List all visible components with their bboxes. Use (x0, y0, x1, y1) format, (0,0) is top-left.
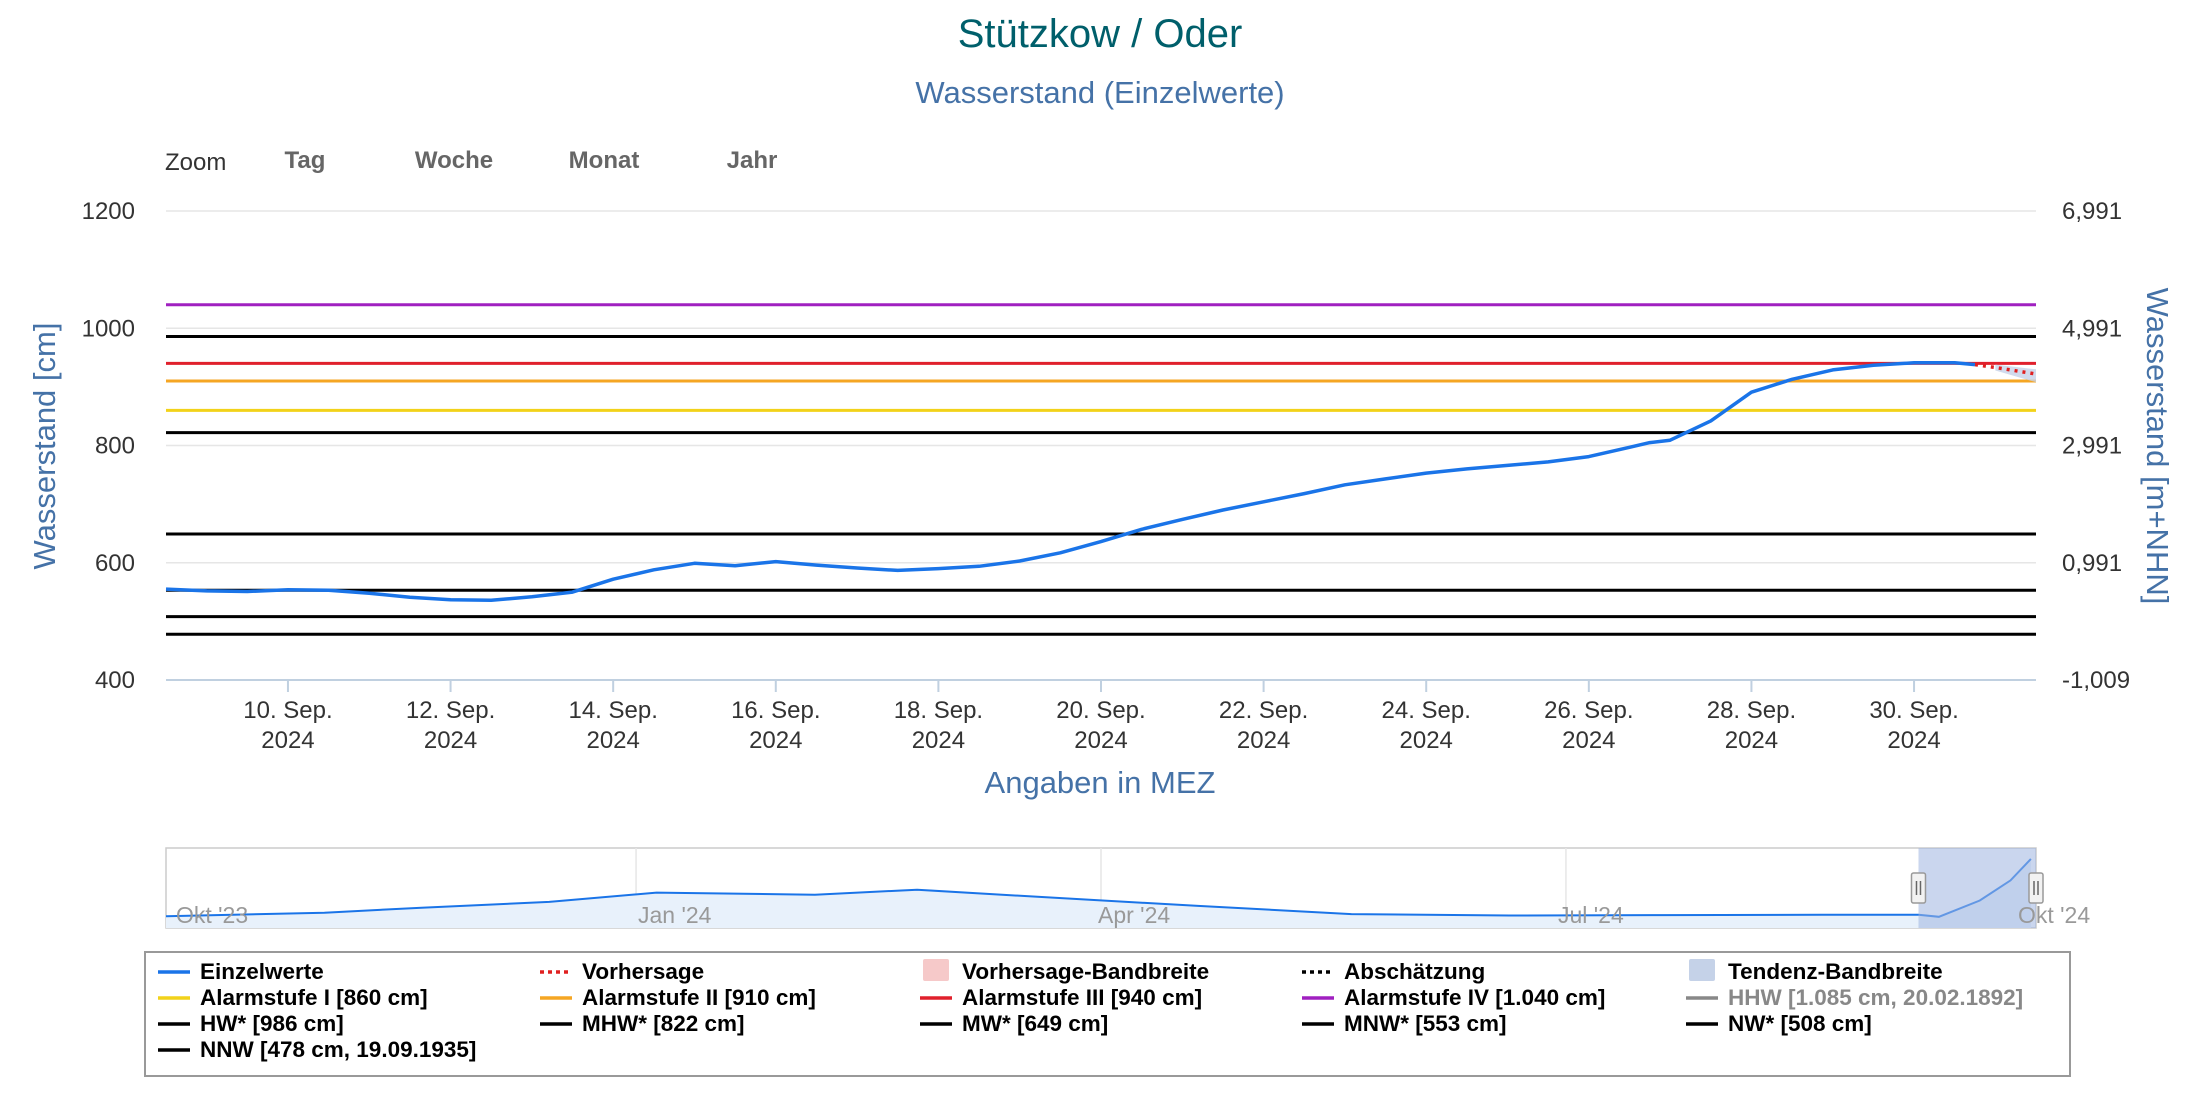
x-tick-label: 2024 (586, 727, 639, 754)
zoom-label: Zoom (165, 149, 226, 176)
chart-subtitle: Wasserstand (Einzelwerte) (915, 75, 1284, 110)
zoom-button[interactable]: Tag (285, 147, 326, 174)
navigator-label: Okt '23 (176, 902, 248, 928)
legend-symbol (1689, 959, 1715, 981)
zoom-button[interactable]: Monat (569, 147, 640, 174)
x-axis: 10. Sep. 2024 12. Sep. 2024 14. Sep. 2024 16. … (166, 679, 2036, 754)
x-tick-label: 30. Sep. (1869, 697, 1958, 724)
x-tick-label: 20. Sep. (1056, 697, 1145, 724)
x-tick-label: 2024 (424, 727, 477, 754)
y-ticks-right: 6,991 4,991 2,991 0,991 -1,009 (2062, 198, 2130, 694)
x-tick-label: 18. Sep. (894, 697, 983, 724)
tendency-band-area (1995, 364, 2036, 383)
navigator[interactable]: Okt '23 Jan '24 Apr '24 Jul '24 Okt '24 (165, 847, 2090, 929)
x-tick-label: 2024 (1887, 727, 1940, 754)
tendency-band (1995, 364, 2036, 383)
y-tick-label: 600 (95, 550, 135, 577)
legend-item-label: Vorhersage (582, 959, 704, 984)
legend-box (144, 951, 2071, 1077)
reference-lines (166, 303, 2036, 636)
navigator-label: Okt '24 (2018, 902, 2090, 928)
y-tick-label: 800 (95, 433, 135, 460)
legend-item-label: MW* [649 cm] (962, 1011, 1108, 1036)
y-tick-label-right: -1,009 (2062, 667, 2130, 694)
series-group (165, 361, 2037, 603)
legend-item-label: Vorhersage-Bandbreite (962, 959, 1209, 984)
y-tick-label: 1200 (82, 198, 135, 225)
x-tick-label: 2024 (1562, 727, 1615, 754)
legend-item-label: HW* [986 cm] (200, 1011, 344, 1036)
x-tick-label: 28. Sep. (1707, 697, 1796, 724)
legend-item-label: HHW [1.085 cm, 20.02.1892] (1728, 985, 2023, 1010)
zoom-button[interactable]: Jahr (727, 147, 778, 174)
y-axis-title-right: Wasserstand [m+NHN] (2140, 288, 2175, 605)
navigator-label: Apr '24 (1098, 902, 1170, 928)
navigator-label: Jan '24 (638, 902, 712, 928)
navigator-handle[interactable] (2028, 872, 2044, 904)
series-einzelwerte-line (165, 361, 1976, 603)
legend-item-label: Alarmstufe I [860 cm] (200, 985, 428, 1010)
zoom-buttons: Tag Woche Monat Jahr (285, 147, 778, 174)
y-axis-title-left: Wasserstand [cm] (27, 323, 62, 570)
y-tick-label-right: 0,991 (2062, 550, 2122, 577)
x-tick-label: 10. Sep. (243, 697, 332, 724)
legend-item-label: MNW* [553 cm] (1344, 1011, 1507, 1036)
legend-item-label: Alarmstufe III [940 cm] (962, 985, 1202, 1010)
x-tick-label: 14. Sep. (568, 697, 657, 724)
x-tick-label: 2024 (749, 727, 802, 754)
x-tick-label: 12. Sep. (406, 697, 495, 724)
legend-item-label: Alarmstufe IV [1.040 cm] (1344, 985, 1605, 1010)
x-axis-title: Angaben in MEZ (985, 765, 1216, 800)
legend: Einzelwerte Vorhersage Vorhersage-Bandbrei… (144, 951, 2071, 1077)
chart-title: Stützkow / Oder (958, 12, 1243, 56)
legend-item-label: Alarmstufe II [910 cm] (582, 985, 816, 1010)
legend-item-label: MHW* [822 cm] (582, 1011, 745, 1036)
y-tick-label-right: 2,991 (2062, 433, 2122, 460)
y-tick-label: 400 (95, 667, 135, 694)
x-tick-label: 22. Sep. (1219, 697, 1308, 724)
x-tick-label: 26. Sep. (1544, 697, 1633, 724)
legend-item-label: Einzelwerte (200, 959, 324, 984)
x-tick-label: 2024 (912, 727, 965, 754)
x-tick-label: 16. Sep. (731, 697, 820, 724)
x-tick-label: 2024 (1237, 727, 1290, 754)
legend-item-label: NW* [508 cm] (1728, 1011, 1872, 1036)
zoom-button[interactable]: Woche (415, 147, 493, 174)
navigator-selection (1918, 848, 2036, 928)
y-ticks-left: 1200 1000 800 600 400 (82, 198, 135, 694)
x-tick-label: 2024 (261, 727, 314, 754)
x-tick-label: 2024 (1725, 727, 1778, 754)
y-tick-label-right: 6,991 (2062, 198, 2122, 225)
legend-symbol (923, 959, 949, 981)
legend-item-label: Tendenz-Bandbreite (1728, 959, 1943, 984)
y-tick-label: 1000 (82, 315, 135, 342)
x-tick-label: 2024 (1400, 727, 1453, 754)
legend-item-label: Abschätzung (1344, 959, 1485, 984)
legend-item-label: NNW [478 cm, 19.09.1935] (200, 1037, 476, 1062)
navigator-area (166, 858, 2031, 928)
grid (166, 210, 2036, 564)
navigator-label: Jul '24 (1558, 902, 1624, 928)
x-tick-label: 24. Sep. (1382, 697, 1471, 724)
x-tick-label: 2024 (1074, 727, 1127, 754)
y-tick-label-right: 4,991 (2062, 315, 2122, 342)
navigator-handle[interactable] (1910, 872, 1927, 904)
